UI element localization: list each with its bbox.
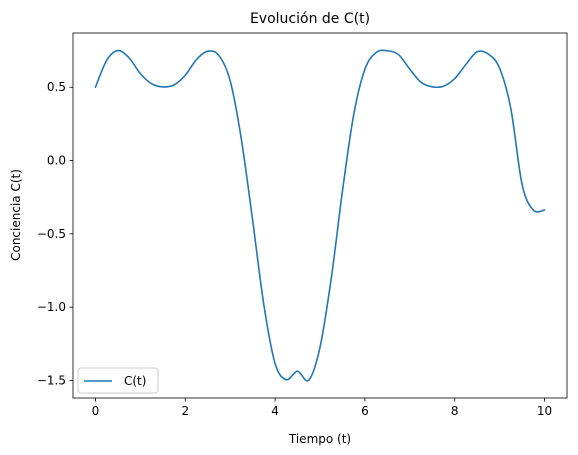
x-axis-ticks: 0 2 4 6 8 10 [92,398,552,418]
y-tick-label: −0.5 [37,227,66,241]
x-tick-label: 8 [451,404,459,418]
plot-area [72,32,568,399]
x-tick-label: 4 [271,404,279,418]
x-tick-label: 6 [361,404,369,418]
x-tick-label: 2 [181,404,189,418]
legend-label: C(t) [124,374,146,388]
chart-title: Evolución de C(t) [250,11,370,27]
series-layer [94,49,546,382]
x-tick-label: 10 [537,404,552,418]
y-axis-ticks: −1.5 −1.0 −0.5 0.0 0.5 [37,80,73,387]
y-axis-label: Conciencia C(t) [9,169,23,261]
y-tick-label: 0.0 [47,154,66,168]
x-tick-label: 0 [92,404,100,418]
legend-frame [77,367,159,394]
series-line [94,49,546,382]
x-axis-label: Tiempo (t) [288,432,351,446]
legend: C(t) [77,367,159,394]
y-tick-label: −1.0 [37,300,66,314]
y-tick-label: 0.5 [47,80,66,94]
y-tick-label: −1.5 [37,373,66,387]
